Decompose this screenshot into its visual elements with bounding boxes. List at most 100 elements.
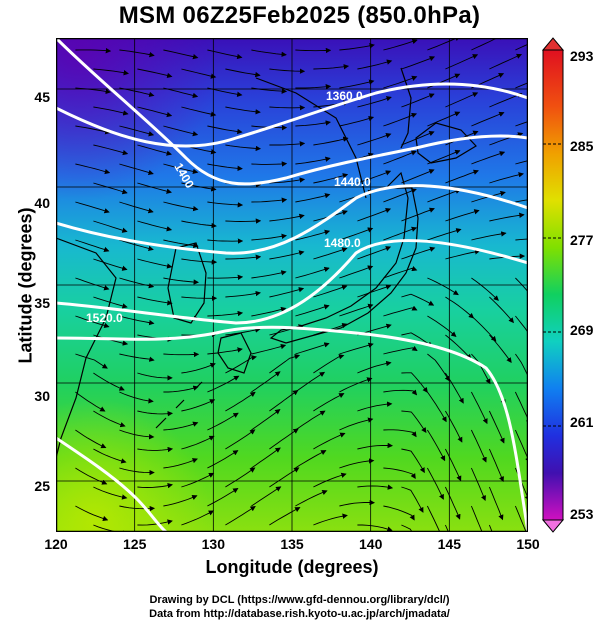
streamline [137, 519, 173, 526]
streamline [515, 199, 528, 203]
streamline [488, 448, 504, 483]
streamline [251, 49, 287, 58]
streamline [207, 87, 243, 97]
streamline [75, 201, 110, 214]
streamline [75, 125, 111, 135]
streamline [471, 111, 505, 127]
colorbar [541, 37, 565, 533]
colorbar-tick-label: 293 [570, 48, 594, 64]
streamline [119, 163, 154, 176]
streamline [401, 93, 435, 108]
streamline [137, 482, 173, 489]
streamline [445, 372, 464, 404]
streamline [445, 410, 463, 443]
streamline [383, 345, 418, 355]
streamline [181, 435, 215, 450]
streamline [269, 177, 306, 184]
streamline [357, 59, 393, 70]
streamline [313, 64, 350, 70]
streamline [225, 429, 256, 450]
streamline [207, 49, 243, 60]
streamline [313, 354, 345, 374]
streamline [471, 315, 497, 342]
streamline [444, 524, 449, 532]
streamline [488, 524, 493, 532]
streamline [383, 188, 417, 203]
streamline [383, 226, 418, 241]
colorbar-bottom-arrow [541, 519, 565, 533]
streamline [75, 239, 110, 253]
streamline [207, 125, 243, 135]
streamline [75, 391, 106, 412]
streamline [339, 303, 374, 317]
streamline [251, 343, 287, 355]
x-tick-label: 125 [123, 536, 147, 552]
streamline [471, 151, 506, 165]
streamline [427, 277, 459, 296]
streamline [357, 96, 392, 108]
streamline [313, 136, 349, 146]
streamline [75, 353, 108, 369]
streamline [119, 239, 154, 252]
streamline [383, 150, 417, 165]
streamline [163, 351, 200, 358]
streamline [339, 265, 374, 279]
streamline [357, 170, 392, 184]
streamline [295, 47, 332, 54]
streamline [163, 385, 199, 393]
streamline [181, 399, 216, 412]
streamline [119, 353, 155, 362]
streamline [489, 53, 523, 70]
streamline [383, 429, 417, 438]
streamline [488, 486, 504, 521]
streamline [119, 505, 156, 512]
streamline [470, 429, 487, 463]
streamline [251, 197, 288, 203]
streamline [225, 391, 256, 412]
streamline [357, 442, 393, 450]
streamline [93, 524, 129, 532]
streamline [163, 421, 199, 431]
streamline [181, 295, 218, 301]
streamline [471, 391, 488, 425]
streamline [383, 305, 418, 317]
y-tick-label: 35 [34, 295, 50, 311]
streamline [427, 467, 444, 500]
streamline [93, 68, 129, 76]
japan-honshu-coast [269, 171, 419, 344]
streamline [119, 467, 155, 476]
streamline [251, 233, 287, 241]
contour-label-1480: 1480.0 [324, 236, 361, 250]
streamline [401, 131, 435, 146]
streamline [119, 87, 155, 98]
streamline [119, 125, 155, 137]
streamline [269, 250, 305, 260]
streamline [357, 360, 392, 374]
streamline [427, 149, 461, 165]
streamline [383, 467, 416, 480]
contour-1520 [56, 325, 528, 532]
streamline [295, 84, 332, 90]
streamline [339, 458, 375, 469]
streamline [445, 448, 462, 482]
streamline [163, 239, 199, 249]
streamline [401, 410, 427, 434]
streamline [251, 161, 288, 167]
streamline [137, 68, 173, 79]
streamline [93, 106, 129, 116]
credit-data: Data from http://database.rish.kyoto-u.a… [149, 608, 450, 620]
streamline [445, 92, 479, 108]
contour-label-1440: 1440.0 [334, 175, 371, 189]
streamline [427, 111, 461, 127]
streamline [251, 409, 281, 431]
streamline [181, 472, 215, 488]
plot-frame [56, 38, 528, 532]
streamline [401, 524, 413, 532]
streamline [269, 141, 306, 147]
streamline [207, 201, 244, 208]
streamline [163, 201, 199, 212]
streamline [383, 75, 418, 89]
streamline [269, 428, 299, 450]
streamline [181, 220, 217, 229]
y-tick-label: 30 [34, 388, 50, 404]
